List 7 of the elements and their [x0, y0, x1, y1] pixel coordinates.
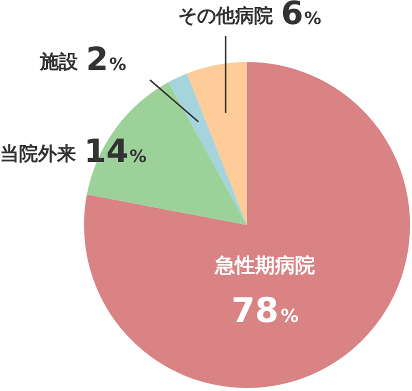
data-label: 78%	[231, 291, 299, 331]
slice-label: 施設	[39, 51, 79, 73]
data-label: 2%	[86, 40, 126, 78]
data-label: 6%	[281, 0, 322, 32]
slice-label: 急性期病院	[214, 253, 315, 277]
slice-label: 当院外来	[0, 143, 76, 165]
slice-label: その他病院	[178, 5, 273, 27]
